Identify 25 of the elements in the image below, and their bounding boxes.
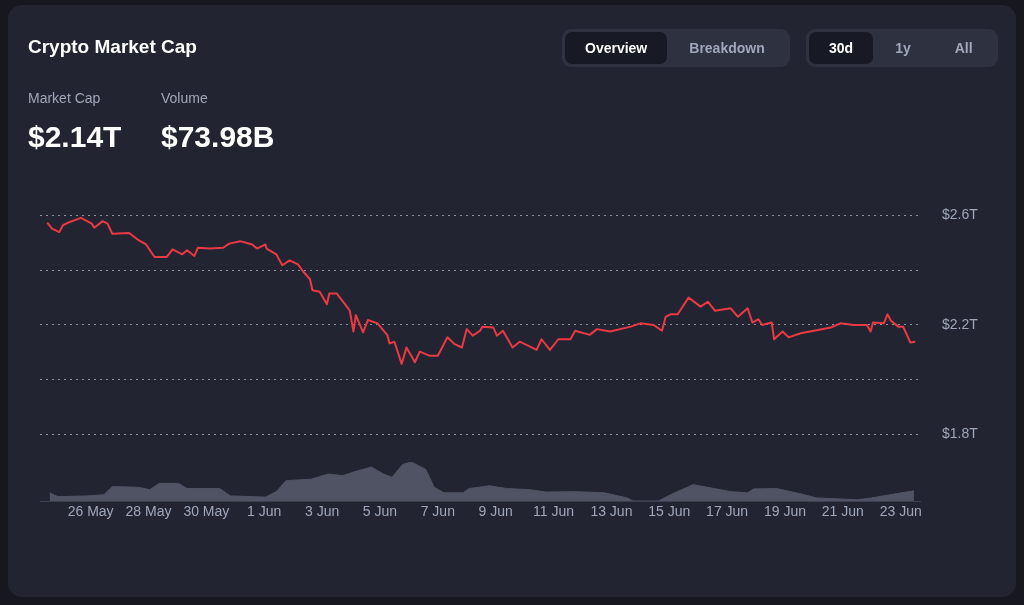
text: $73.98B [161, 120, 275, 154]
x-tick-label: 19 Jun [763, 503, 807, 520]
text: $2.14T [28, 120, 122, 154]
x-tick-label: 15 Jun [648, 503, 691, 520]
x-tick-label: 9 Jun [478, 503, 513, 520]
range-switch: 30d 1y All [806, 29, 998, 67]
text: Market Cap [28, 90, 101, 106]
x-tick-label: 21 Jun [821, 503, 864, 520]
x-tick-label: 7 Jun [420, 503, 455, 520]
y-tick-label: $2.2T [942, 315, 979, 332]
x-tick-label: 5 Jun [362, 503, 398, 520]
text: Volume [161, 90, 208, 106]
x-tick-label: 26 May [67, 503, 114, 520]
x-tick-label: 1 Jun [247, 503, 282, 520]
x-tick-label: 3 Jun [304, 503, 340, 520]
view-switch: Overview Breakdown [562, 29, 790, 67]
y-tick-label: $2.6T [942, 206, 979, 223]
x-tick-label: 13 Jun [590, 503, 633, 520]
y-tick-label: $1.8T [942, 425, 979, 442]
x-tick-label: 30 May [183, 503, 230, 520]
x-tick-label: 28 May [125, 503, 172, 520]
x-tick-label: 23 Jun [879, 503, 922, 520]
x-tick-label: 11 Jun [533, 503, 575, 520]
x-tick-label: 17 Jun [706, 503, 749, 520]
chart-title: Crypto Market Cap [28, 36, 197, 58]
